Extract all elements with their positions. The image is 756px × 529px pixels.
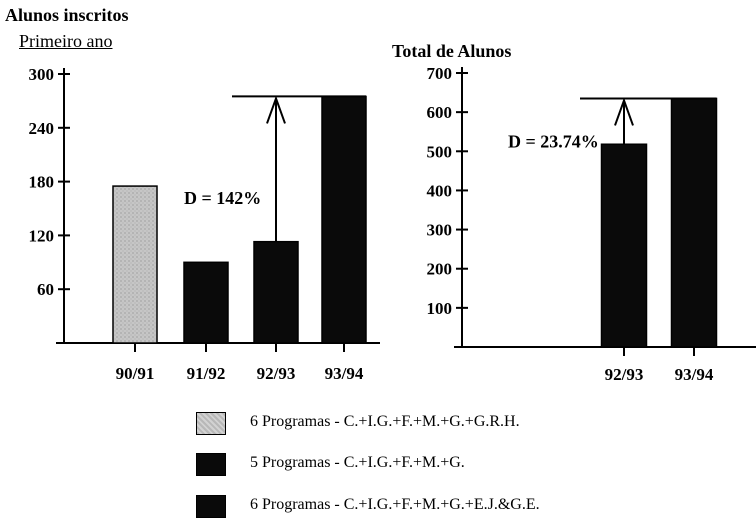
chart2-y-tick-label: 100	[427, 299, 453, 318]
chart1-bar	[183, 261, 229, 344]
chart2-title: Total de Alunos	[392, 41, 512, 61]
chart2-bar	[600, 143, 648, 348]
legend-item: 5 Programas - C.+I.G.+F.+M.+G.	[196, 452, 465, 476]
chart2-arrow-head	[614, 97, 634, 126]
chart1-y-tick-label: 60	[37, 280, 54, 299]
legend-item: 6 Programas - C.+I.G.+F.+M.+G.+G.R.H.	[196, 411, 520, 435]
chart1-y-tick-label: 180	[29, 173, 55, 192]
legend-label: 6 Programas - C.+I.G.+F.+M.+G.+E.J.&G.E.	[250, 496, 540, 513]
chart2-y-tick-label: 600	[427, 103, 453, 122]
chart2-y-tick-label: 700	[427, 64, 453, 83]
chart2-x-tick-label: 93/94	[675, 365, 714, 384]
legend-swatch	[196, 494, 226, 518]
chart1-title: Primeiro ano	[19, 31, 113, 51]
chart1-bar	[253, 240, 299, 344]
chart2-y-tick-label: 200	[427, 260, 453, 279]
chart2-y-tick-label: 500	[427, 142, 453, 161]
chart1-bar	[112, 185, 158, 344]
legend-swatch	[196, 411, 226, 435]
chart1-x-tick-label: 90/91	[116, 364, 155, 383]
legend-item: 6 Programas - C.+I.G.+F.+M.+G.+E.J.&G.E.	[196, 494, 540, 518]
chart2-bar	[670, 97, 718, 348]
chart1-y-tick-label: 240	[29, 119, 55, 138]
chart1-x-tick-label: 93/94	[325, 364, 364, 383]
chart1-y-tick-label: 120	[29, 226, 55, 245]
chart1-arrow-head	[266, 95, 286, 124]
legend-label: 5 Programas - C.+I.G.+F.+M.+G.	[250, 454, 465, 471]
chart1-bar	[321, 95, 367, 344]
chart1-x-tick-label: 92/93	[257, 364, 296, 383]
legend-label: 6 Programas - C.+I.G.+F.+M.+G.+G.R.H.	[250, 413, 520, 430]
chart1-x-tick-label: 91/92	[187, 364, 226, 383]
chart1-annotation: D = 142%	[184, 188, 261, 208]
chart1-y-tick-label: 300	[29, 65, 55, 84]
chart2-y-tick-label: 400	[427, 181, 453, 200]
chart2-x-tick-label: 92/93	[605, 365, 644, 384]
page-title: Alunos inscritos	[5, 5, 129, 25]
chart2-annotation: D = 23.74%	[508, 131, 599, 151]
legend-swatch	[196, 452, 226, 476]
chart2-y-tick-label: 300	[427, 221, 453, 240]
